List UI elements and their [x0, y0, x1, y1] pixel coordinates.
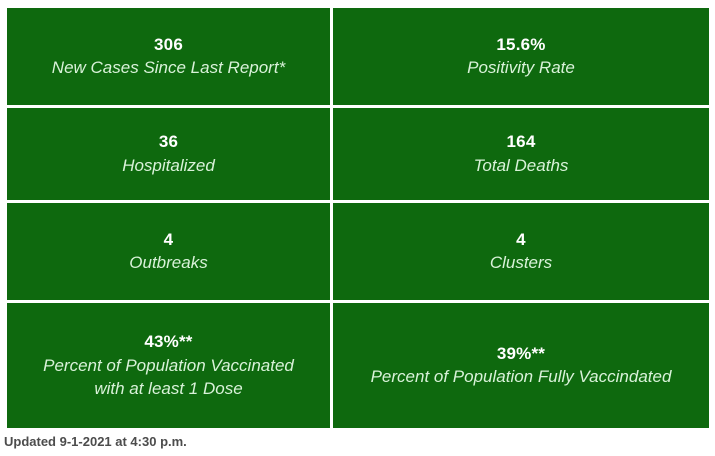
- stat-label: Percent of Population Fully Vaccindated: [370, 367, 672, 387]
- stat-cell-hospitalized: 36 Hospitalized: [7, 108, 330, 200]
- stat-value: 15.6%: [496, 34, 546, 54]
- stat-value: 43%**: [144, 332, 193, 352]
- stat-value: 39%**: [496, 343, 546, 363]
- stat-label: Clusters: [489, 253, 553, 273]
- stat-label: New Cases Since Last Report*: [51, 58, 286, 78]
- stat-value: 4: [163, 229, 174, 249]
- stat-cell-new-cases: 306 New Cases Since Last Report*: [7, 8, 330, 105]
- stat-label: Percent of Population Vaccinated with at…: [43, 355, 294, 398]
- stat-label: Positivity Rate: [467, 58, 575, 78]
- update-timestamp: Updated 9-1-2021 at 4:30 p.m.: [4, 434, 187, 449]
- stat-value: 36: [158, 132, 179, 152]
- stat-value: 164: [506, 132, 536, 152]
- stat-cell-clusters: 4 Clusters: [333, 203, 709, 300]
- stat-value: 306: [154, 34, 183, 54]
- stat-cell-total-deaths: 164 Total Deaths: [333, 108, 709, 200]
- stat-value: 4: [516, 229, 526, 249]
- covid-stats-table: 306 New Cases Since Last Report* 15.6% P…: [7, 8, 709, 428]
- stat-cell-fully-vaccinated: 39%** Percent of Population Fully Vaccin…: [333, 303, 709, 428]
- stat-cell-vaccinated-1-dose: 43%** Percent of Population Vaccinated w…: [7, 303, 330, 428]
- stat-cell-outbreaks: 4 Outbreaks: [7, 203, 330, 300]
- stat-label: Total Deaths: [473, 155, 569, 175]
- stat-cell-positivity-rate: 15.6% Positivity Rate: [333, 8, 709, 105]
- stat-label: Hospitalized: [122, 155, 215, 175]
- stat-label: Outbreaks: [129, 253, 208, 273]
